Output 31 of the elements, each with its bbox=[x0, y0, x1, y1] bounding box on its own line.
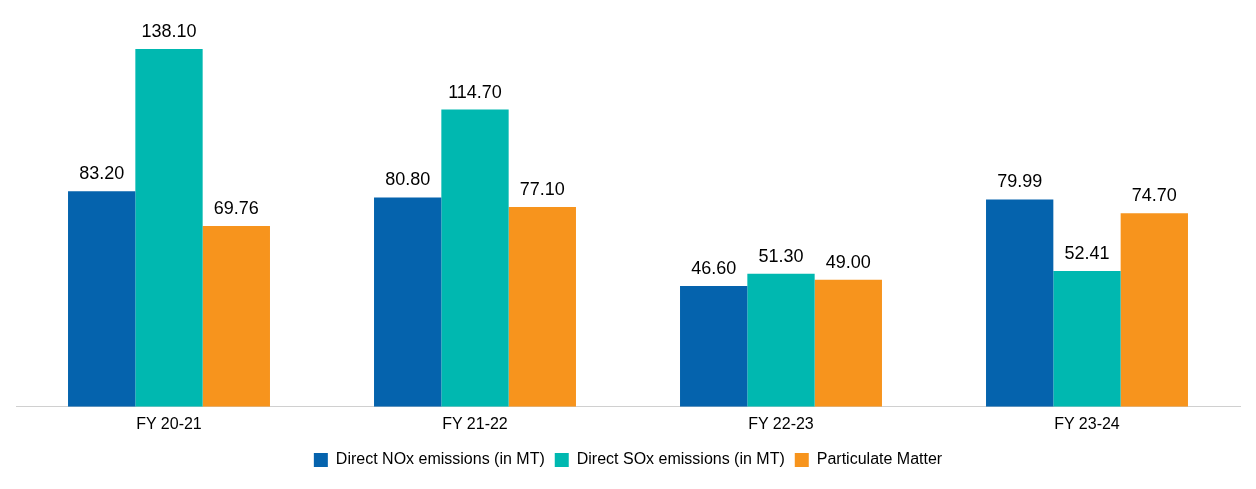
data-label: 46.60 bbox=[691, 258, 737, 279]
bar bbox=[747, 273, 815, 407]
bar bbox=[135, 48, 203, 407]
data-label: 138.10 bbox=[141, 20, 197, 41]
bar bbox=[814, 279, 882, 407]
bar bbox=[508, 207, 576, 407]
bar bbox=[1120, 213, 1188, 407]
data-label: 51.30 bbox=[758, 245, 804, 266]
bar bbox=[986, 199, 1054, 407]
x-tick-label: FY 23-24 bbox=[1054, 414, 1120, 432]
bar bbox=[374, 197, 442, 407]
data-label: 114.70 bbox=[448, 81, 502, 102]
data-label: 79.99 bbox=[997, 171, 1043, 192]
x-tick-label: FY 22-23 bbox=[748, 414, 814, 432]
data-label: 77.10 bbox=[519, 178, 565, 199]
x-tick-label: FY 21-22 bbox=[442, 414, 508, 432]
bar bbox=[1053, 270, 1121, 407]
data-label: 49.00 bbox=[825, 251, 871, 272]
bar bbox=[202, 226, 270, 407]
data-label: 74.70 bbox=[1131, 185, 1177, 206]
data-label: 83.20 bbox=[79, 163, 125, 184]
x-tick-label: FY 20-21 bbox=[136, 414, 202, 432]
legend-label: Direct SOx emissions (in MT) bbox=[576, 450, 785, 468]
bar bbox=[441, 109, 509, 407]
data-label: 69.76 bbox=[213, 197, 259, 218]
legend-label: Particulate Matter bbox=[816, 450, 943, 468]
data-label: 80.80 bbox=[385, 169, 431, 190]
bar bbox=[68, 191, 136, 407]
legend-label: Direct NOx emissions (in MT) bbox=[335, 450, 545, 468]
data-label: 52.41 bbox=[1064, 242, 1110, 263]
bar bbox=[680, 286, 748, 407]
